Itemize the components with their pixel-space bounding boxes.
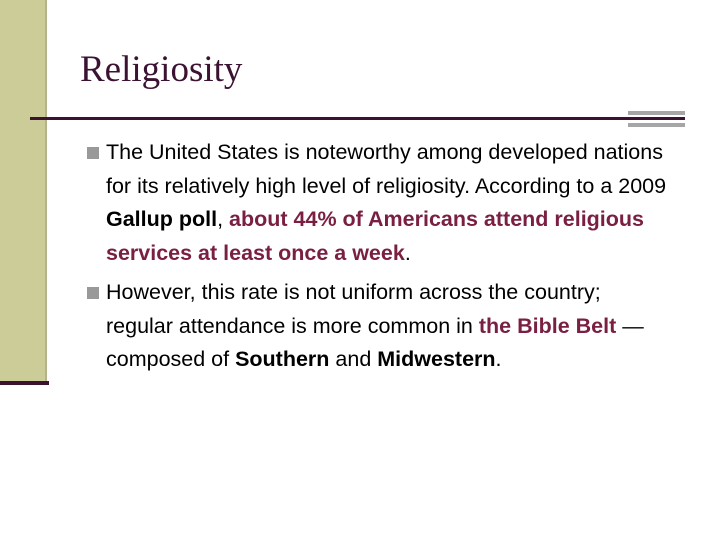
text-run: The United States is noteworthy among de… [106, 140, 667, 198]
sidebar-foot [0, 381, 49, 385]
text-run: Gallup poll [106, 207, 218, 231]
title-rule [30, 117, 685, 120]
accent-bar [628, 111, 685, 115]
text-run: . [495, 347, 502, 371]
text-run: the Bible Belt [478, 313, 617, 338]
text-run: and [329, 347, 378, 371]
text-run: However, this rate is not uniform across… [106, 280, 601, 338]
text-run: Southern [235, 347, 330, 371]
text-run: about 44% of Americans attend religious … [106, 207, 645, 265]
text-run: . [404, 240, 411, 265]
bullet: However, this rate is not uniform across… [86, 276, 671, 377]
text-run: Midwestern [377, 347, 496, 371]
text-run: , [217, 207, 230, 231]
bullet: The United States is noteworthy among de… [86, 136, 671, 270]
accent-bar [628, 123, 685, 127]
text-run: — composed of [106, 313, 644, 372]
sidebar [0, 0, 47, 382]
slide-title: Religiosity [80, 49, 243, 90]
bullet-list: The United States is noteworthy among de… [86, 136, 671, 383]
